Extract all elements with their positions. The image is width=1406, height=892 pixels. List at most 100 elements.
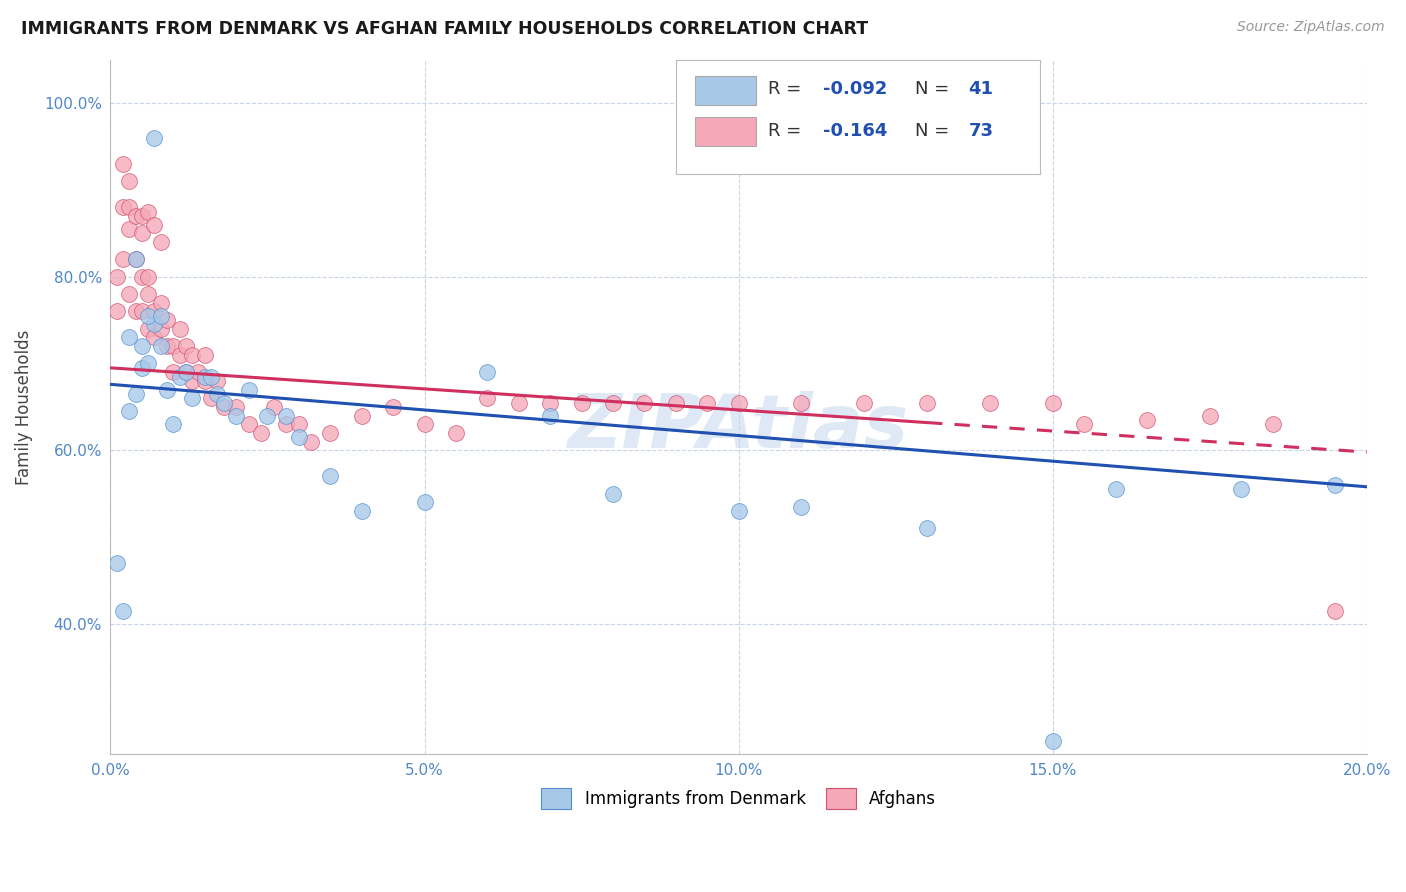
Point [143, 318, 166, 332]
Point [131, 339, 153, 353]
Point [571, 395, 593, 409]
Point [124, 252, 146, 267]
Point [319, 469, 342, 483]
Point [382, 400, 405, 414]
Point [136, 204, 159, 219]
Point [1261, 417, 1284, 432]
Point [124, 252, 146, 267]
Point [790, 500, 813, 514]
Point [194, 348, 217, 362]
Point [169, 348, 191, 362]
Point [136, 269, 159, 284]
Point [174, 339, 197, 353]
Point [156, 339, 179, 353]
Point [149, 295, 172, 310]
Point [118, 404, 141, 418]
Text: -0.164: -0.164 [823, 122, 887, 140]
Text: IMMIGRANTS FROM DENMARK VS AFGHAN FAMILY HOUSEHOLDS CORRELATION CHART: IMMIGRANTS FROM DENMARK VS AFGHAN FAMILY… [21, 20, 869, 37]
Point [538, 395, 561, 409]
Point [225, 409, 247, 423]
Point [118, 200, 141, 214]
Point [602, 487, 624, 501]
Point [124, 209, 146, 223]
Point [225, 400, 247, 414]
Point [602, 395, 624, 409]
Point [105, 304, 128, 318]
Text: N =: N = [914, 122, 955, 140]
Point [1104, 483, 1126, 497]
Point [1230, 483, 1253, 497]
Point [149, 235, 172, 249]
Point [136, 287, 159, 301]
Point [131, 209, 153, 223]
Point [1324, 604, 1347, 618]
Point [250, 425, 273, 440]
Point [790, 395, 813, 409]
Point [238, 417, 260, 432]
Point [156, 383, 179, 397]
Point [131, 360, 153, 375]
Point [727, 395, 749, 409]
Point [149, 309, 172, 323]
Point [263, 400, 285, 414]
Point [174, 365, 197, 379]
Legend: Immigrants from Denmark, Afghans: Immigrants from Denmark, Afghans [534, 781, 942, 815]
Point [1198, 409, 1220, 423]
Point [256, 409, 278, 423]
Point [162, 339, 184, 353]
Point [131, 226, 153, 240]
Point [131, 304, 153, 318]
Text: R =: R = [768, 122, 807, 140]
Point [207, 387, 229, 401]
Point [288, 417, 311, 432]
Point [853, 395, 876, 409]
Point [118, 222, 141, 236]
Point [169, 322, 191, 336]
Text: N =: N = [914, 80, 955, 98]
Point [1042, 395, 1064, 409]
Point [156, 313, 179, 327]
FancyBboxPatch shape [676, 60, 1040, 174]
Point [174, 365, 197, 379]
Text: ZIPAtlas: ZIPAtlas [568, 392, 910, 464]
Point [207, 374, 229, 388]
Point [118, 330, 141, 344]
Point [181, 391, 204, 405]
Point [143, 130, 166, 145]
Point [111, 200, 134, 214]
Point [143, 218, 166, 232]
Point [276, 417, 298, 432]
Point [444, 425, 467, 440]
FancyBboxPatch shape [695, 117, 756, 146]
Point [181, 348, 204, 362]
Point [111, 252, 134, 267]
Point [319, 425, 342, 440]
Point [162, 365, 184, 379]
Point [665, 395, 688, 409]
Point [169, 369, 191, 384]
Point [131, 269, 153, 284]
Point [111, 157, 134, 171]
Point [350, 409, 373, 423]
Point [1136, 413, 1159, 427]
Point [979, 395, 1001, 409]
Point [194, 374, 217, 388]
Point [136, 357, 159, 371]
Point [915, 521, 938, 535]
Point [136, 309, 159, 323]
Point [301, 434, 323, 449]
Text: Source: ZipAtlas.com: Source: ZipAtlas.com [1237, 20, 1385, 34]
Point [276, 409, 298, 423]
Point [212, 395, 235, 409]
Point [149, 339, 172, 353]
Point [1324, 478, 1347, 492]
Point [200, 369, 222, 384]
Point [727, 504, 749, 518]
Point [143, 330, 166, 344]
Point [288, 430, 311, 444]
Point [136, 322, 159, 336]
Point [149, 322, 172, 336]
Point [194, 369, 217, 384]
Point [413, 495, 436, 509]
Point [1073, 417, 1095, 432]
